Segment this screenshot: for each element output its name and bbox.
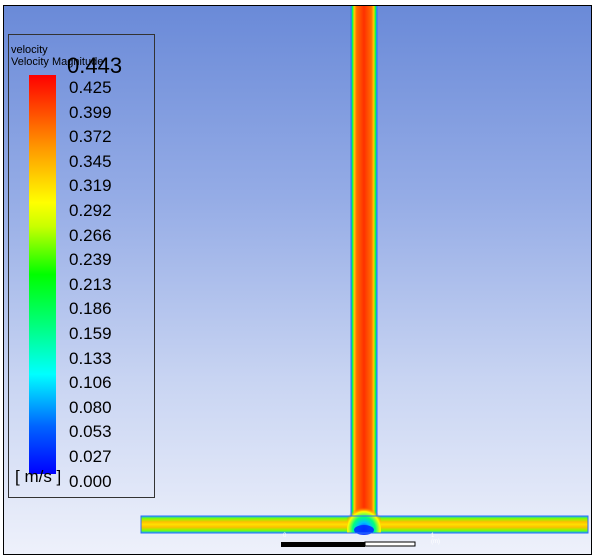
legend-tick-label: 0.000 [69, 471, 112, 491]
legend-subtitle: Velocity Magnitude [11, 56, 104, 68]
scale-bar: 0 1 (m) [281, 533, 440, 547]
legend-tick-label: 0.133 [69, 348, 112, 368]
legend-tick-label: 0.266 [69, 225, 112, 245]
legend-title: velocity [11, 44, 48, 56]
horizontal-pipe-wall [140, 515, 589, 534]
legend-tick-label: 0.053 [69, 422, 112, 442]
legend-tick-label: 0.080 [69, 397, 112, 417]
legend-tick-label: 0.159 [69, 324, 112, 343]
scale-bar-graphic [281, 541, 416, 547]
scale-label-left: 0 [283, 533, 287, 539]
legend-tick-label: 0.239 [69, 250, 112, 270]
velocity-contour-plot [140, 6, 589, 535]
color-legend: velocity Velocity Magnitude 0.443 0.425 0… [8, 34, 155, 498]
legend-tick-label: 0.425 [69, 78, 112, 97]
scale-label-right: 1 (m) [431, 533, 440, 545]
legend-tick-label: 0.186 [69, 299, 112, 319]
legend-tick-label: 0.213 [69, 274, 112, 294]
legend-tick-label: 0.027 [69, 447, 112, 466]
legend-tick-label: 0.106 [69, 373, 112, 393]
viewport: velocity Velocity Magnitude 0.443 0.425 0… [3, 5, 592, 555]
legend-tick-label: 0.345 [69, 151, 112, 171]
legend-color-bar [29, 75, 56, 474]
legend-max-label: 0.443 [67, 53, 123, 78]
legend-tick-label: 0.372 [69, 127, 112, 147]
legend-tick-label: 0.319 [69, 176, 112, 196]
legend-tick-label: 0.399 [69, 102, 112, 122]
vertical-pipe [351, 6, 377, 516]
legend-unit: [ m/s ] [15, 467, 62, 486]
legend-tick-label: 0.292 [69, 201, 112, 220]
